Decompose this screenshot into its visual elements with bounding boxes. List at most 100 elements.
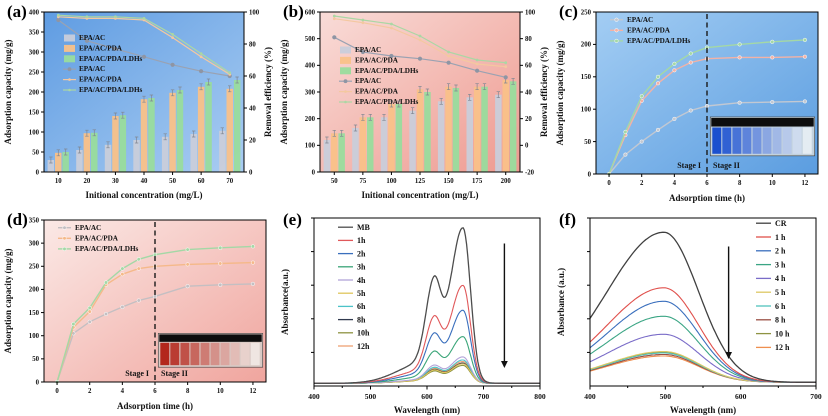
y-axis-label-left: Adsorption capacity (mg/g) — [3, 40, 13, 145]
legend-label: 5h — [357, 289, 366, 298]
legend-swatch — [340, 56, 351, 64]
bar — [424, 92, 431, 172]
y-axis-label: Adsorption capacity (mg/g) — [555, 41, 565, 146]
stage-1-label: Stage I — [125, 369, 149, 378]
curve-marker — [136, 266, 141, 271]
curve-marker — [103, 280, 109, 285]
kinetics-curve — [56, 245, 253, 383]
error-bar — [64, 148, 68, 156]
kinetics-curve — [608, 56, 805, 175]
axis-ticks — [41, 219, 254, 385]
tick-label-y: 250 — [581, 9, 592, 16]
curve-marker — [639, 94, 644, 99]
tick-label-right: 60 — [525, 63, 532, 70]
legend-swatch — [64, 34, 75, 42]
curve-marker — [802, 99, 807, 104]
legend-label: 2 h — [775, 247, 786, 256]
line-marker — [170, 62, 175, 67]
line-marker — [199, 69, 204, 74]
error-bar — [228, 85, 232, 93]
tick-label-x: 0 — [607, 180, 611, 187]
legend-label: EPA/AC — [355, 77, 381, 85]
tick-label-x: 700 — [810, 392, 822, 401]
cuvette — [732, 127, 742, 154]
legend-swatch — [64, 44, 75, 52]
legend-label: EPA/AC — [355, 46, 381, 54]
tick-label-right: 100 — [249, 9, 260, 16]
bar — [112, 116, 119, 172]
error-bar — [468, 93, 472, 101]
curve-marker — [152, 294, 158, 299]
curve-marker — [120, 304, 125, 310]
bar — [76, 150, 83, 172]
legend-label: 5 h — [775, 288, 786, 297]
error-bar — [220, 127, 224, 135]
spectrum-curve — [314, 284, 540, 384]
y-axis-label: Absorbance (a.u.) — [556, 268, 566, 336]
line-marker — [141, 54, 147, 59]
curve-marker — [623, 129, 628, 134]
tick-label-right: 40 — [525, 89, 532, 96]
cuvette — [250, 342, 260, 366]
legend-marker — [343, 79, 348, 84]
curve-marker — [623, 152, 628, 157]
curve-marker — [185, 262, 190, 267]
curve-marker — [802, 37, 807, 42]
tick-label-right: 40 — [249, 105, 256, 112]
cuvette — [240, 342, 250, 366]
bar — [55, 152, 62, 172]
tick-label-y: 300 — [29, 240, 40, 247]
line-marker — [56, 13, 60, 17]
tick-label-x: 4 — [673, 180, 677, 187]
error-bar — [418, 85, 422, 93]
tick-label-y: 150 — [581, 74, 592, 81]
bar — [409, 110, 416, 172]
cuvette — [762, 127, 772, 154]
error-bar — [439, 97, 443, 105]
curve-marker — [87, 309, 92, 314]
chart-f-spectra: 400 500 600 700 Wavelength (nm) Absorbance (a… — [556, 217, 822, 415]
line-marker — [447, 50, 450, 54]
line-marker — [171, 33, 175, 36]
tick-label-x: 8 — [738, 180, 742, 187]
line-marker — [56, 17, 61, 23]
bar — [331, 133, 338, 172]
x-axis-label: Adsorption time (h) — [669, 193, 745, 203]
tick-label-x: 12 — [802, 180, 809, 187]
legend-marker — [68, 78, 71, 81]
error-bar — [49, 156, 53, 164]
tick-label-right: 20 — [249, 137, 256, 144]
tick-label-x: 75 — [359, 178, 366, 185]
axis-ticks — [317, 11, 523, 175]
line-marker — [142, 17, 146, 20]
error-bar — [446, 83, 451, 91]
line-marker — [84, 38, 89, 43]
curve-marker — [120, 272, 125, 277]
line-marker — [446, 60, 451, 65]
error-bar — [85, 129, 89, 137]
tick-label-x: 50 — [169, 178, 176, 185]
tick-label-left: 400 — [305, 63, 316, 70]
legend-label: MB — [357, 223, 371, 232]
tick-label-left: 250 — [29, 69, 40, 76]
bar — [62, 152, 69, 172]
tick-label-right: 0 — [525, 143, 529, 150]
line-marker — [475, 58, 479, 62]
line-marker — [199, 55, 203, 59]
bar — [119, 115, 127, 172]
bar — [104, 144, 112, 172]
stage-2-label: Stage II — [713, 161, 740, 170]
legend-marker — [62, 225, 67, 230]
cuvette — [712, 127, 722, 154]
legend-label: 3 h — [775, 260, 786, 269]
tick-label-x: 70 — [226, 178, 233, 185]
panel-d: Stage I Stage II 0 50 100 150 200 250 300 350 0 2 4 6… — [0, 208, 276, 416]
tick-label-x: 12 — [250, 388, 257, 395]
legend-swatch — [340, 67, 351, 75]
error-bar — [361, 113, 365, 121]
line-marker — [390, 22, 393, 26]
kinetics-curve — [56, 283, 253, 383]
tick-label-left: 200 — [29, 89, 40, 96]
curve-marker — [218, 245, 223, 250]
line-marker — [114, 15, 117, 19]
